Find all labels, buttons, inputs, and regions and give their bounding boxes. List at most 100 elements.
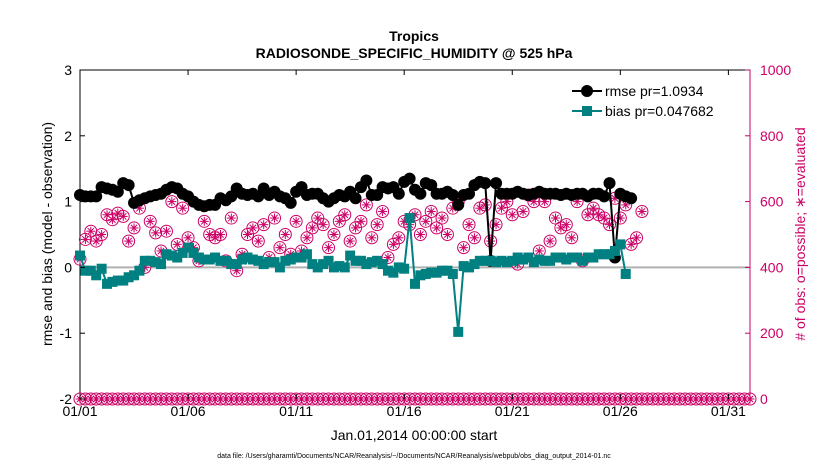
obs-star-stroke <box>503 198 511 206</box>
obs-evaluated-point <box>480 200 490 210</box>
bias-point <box>442 265 453 276</box>
bias-point <box>518 254 529 265</box>
bias-point <box>274 262 285 273</box>
obs-star-stroke <box>146 217 154 225</box>
chart-subtitle: RADIOSONDE_SPECIFIC_HUMIDITY @ 525 hPa <box>256 45 573 61</box>
obs-evaluated-point <box>464 220 474 230</box>
rmse-point <box>90 190 103 203</box>
obs-evaluated-point <box>486 236 496 246</box>
obs-possible-marker <box>478 198 492 212</box>
obs-star-stroke <box>308 224 316 232</box>
obs-star-stroke <box>438 214 446 222</box>
obs-possible-marker <box>197 214 211 228</box>
obs-evaluated-point <box>291 216 301 226</box>
obs-star-stroke <box>481 395 489 403</box>
obs-evaluated-point <box>134 203 144 213</box>
bias-point <box>102 278 113 289</box>
obs-star-stroke <box>633 395 641 403</box>
bias-point <box>420 268 431 279</box>
obs-evaluated-point <box>361 200 371 210</box>
obs-evaluated-point <box>199 216 209 226</box>
bias-point <box>523 252 534 263</box>
bias-point <box>237 254 248 265</box>
obs-star-stroke <box>697 395 705 403</box>
obs-possible-marker <box>597 211 611 225</box>
obs-evaluated-point <box>248 223 258 233</box>
obs-star-stroke <box>125 395 133 403</box>
bias-point <box>183 242 194 253</box>
obs-star-stroke <box>87 395 95 403</box>
obs-star-stroke <box>303 395 311 403</box>
obs-star-stroke <box>271 395 279 403</box>
obs-star-stroke <box>206 395 214 403</box>
obs-star-stroke <box>660 395 668 403</box>
obs-possible-point <box>743 392 757 406</box>
obs-star-stroke <box>308 395 316 403</box>
bias-point <box>399 263 410 274</box>
obs-evaluated-point <box>415 230 425 239</box>
obs-star-stroke <box>281 395 289 403</box>
obs-star-stroke <box>454 395 462 403</box>
obs-star-stroke <box>114 395 122 403</box>
bias-point <box>269 257 280 268</box>
obs-star-stroke <box>184 234 192 242</box>
obs-possible-marker <box>413 228 427 241</box>
obs-star-stroke <box>330 395 338 403</box>
obs-star-stroke <box>384 395 392 403</box>
obs-star-stroke <box>541 198 549 206</box>
x-tick-label: 01/01 <box>62 403 97 419</box>
bias-point <box>280 255 291 266</box>
rmse-point <box>603 177 616 190</box>
obs-star-stroke <box>341 211 349 219</box>
obs-evaluated-point <box>459 243 469 253</box>
bias-point <box>528 257 539 268</box>
bias-point <box>577 255 588 266</box>
bias-point <box>437 265 448 276</box>
rmse-point <box>284 196 297 209</box>
obs-possible-marker <box>289 214 303 228</box>
obs-possible-marker <box>343 234 357 248</box>
obs-evaluated-point <box>259 220 269 230</box>
obs-possible-marker <box>100 208 114 222</box>
bias-point <box>139 255 150 266</box>
bias-point <box>615 239 626 250</box>
obs-star-stroke <box>460 244 468 252</box>
obs-possible-marker <box>176 201 190 215</box>
obs-star-stroke <box>411 395 419 403</box>
obs-evaluated-point <box>567 233 577 243</box>
bias-point <box>377 259 388 270</box>
rmse-point <box>349 192 362 205</box>
obs-possible-marker <box>370 218 384 232</box>
bias-point <box>550 252 561 263</box>
obs-evaluated-point <box>432 223 442 233</box>
obs-star-stroke <box>670 395 678 403</box>
bias-point <box>545 255 556 266</box>
bias-point <box>447 268 458 279</box>
obs-evaluated-point <box>183 233 193 243</box>
obs-star-stroke <box>335 395 343 403</box>
bias-point <box>150 257 161 268</box>
obs-star-stroke <box>606 395 614 403</box>
obs-possible-marker <box>143 214 157 228</box>
bias-point <box>572 252 583 263</box>
bias-point <box>242 252 253 263</box>
bias-point <box>296 252 307 263</box>
rmse-point <box>463 187 476 200</box>
obs-star-stroke <box>395 395 403 403</box>
obs-possible-marker <box>268 211 282 225</box>
obs-evaluated-point <box>534 246 544 256</box>
obs-star-stroke <box>427 207 435 215</box>
obs-evaluated-point <box>340 210 350 220</box>
obs-star-stroke <box>443 395 451 403</box>
obs-star-stroke <box>195 395 203 403</box>
bias-point <box>231 259 242 270</box>
obs-star-stroke <box>238 395 246 403</box>
obs-star-stroke <box>81 235 89 243</box>
bias-point <box>458 261 469 272</box>
bias-point <box>134 265 145 276</box>
obs-star-stroke <box>189 395 197 403</box>
obs-evaluated-point <box>507 210 517 220</box>
obs-possible-marker <box>213 228 227 241</box>
obs-star-stroke <box>654 395 662 403</box>
